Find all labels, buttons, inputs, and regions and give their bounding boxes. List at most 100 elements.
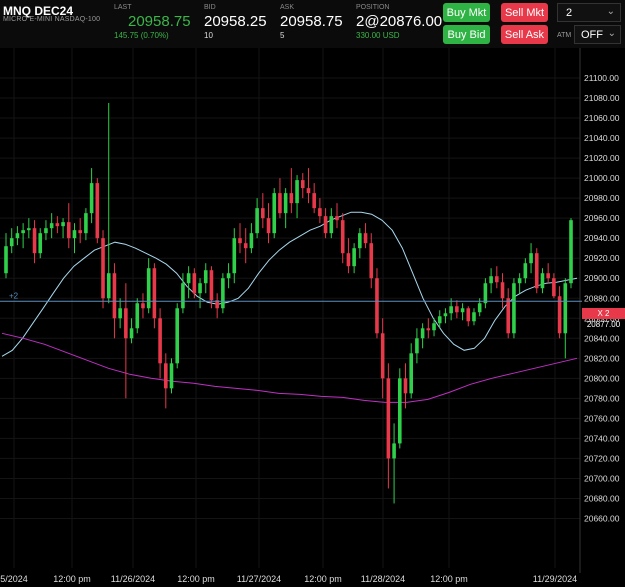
candle-body bbox=[215, 300, 219, 309]
y-tick-label: 21100.00 bbox=[584, 73, 619, 83]
candle-body bbox=[61, 222, 65, 227]
candle-body bbox=[95, 183, 100, 239]
y-tick-label: 20780.00 bbox=[584, 393, 620, 403]
candle-body bbox=[517, 278, 522, 284]
candle-body bbox=[563, 283, 568, 334]
candle-body bbox=[312, 193, 316, 209]
sell-market-button[interactable]: Sell Mkt bbox=[501, 3, 548, 22]
ask-label: ASK bbox=[280, 4, 295, 11]
candle-body bbox=[318, 208, 322, 217]
slow-moving-average-line bbox=[1, 332, 578, 403]
candle-body bbox=[369, 243, 374, 279]
candle-body bbox=[300, 180, 305, 189]
position-price-label[interactable]: X 2 20877.00 bbox=[582, 308, 625, 329]
candle-body bbox=[112, 273, 117, 319]
candle-body bbox=[27, 228, 31, 231]
candle-body bbox=[335, 216, 339, 221]
candle-body bbox=[38, 233, 43, 254]
candle-body bbox=[289, 193, 294, 204]
y-tick-label: 20960.00 bbox=[584, 213, 620, 223]
chevron-down-icon: ⌄ bbox=[606, 6, 615, 17]
candle-body bbox=[392, 443, 396, 459]
position-value: 2@20876.00 bbox=[356, 13, 443, 30]
position-label: POSITION bbox=[356, 4, 390, 11]
candle-body bbox=[340, 220, 345, 254]
candle-body bbox=[106, 273, 111, 299]
x-tick-label: 12:00 pm bbox=[430, 574, 468, 584]
candle-body bbox=[403, 378, 408, 394]
candle-body bbox=[4, 246, 8, 274]
atm-select[interactable]: OFF ⌄ bbox=[574, 25, 621, 44]
candle-body bbox=[203, 270, 208, 284]
candle-body bbox=[552, 278, 556, 297]
candle-body bbox=[534, 253, 539, 289]
candle-body bbox=[506, 298, 511, 334]
buy-market-button[interactable]: Buy Mkt bbox=[443, 3, 490, 22]
y-tick-label: 20900.00 bbox=[584, 273, 620, 283]
candle-body bbox=[346, 253, 351, 267]
y-tick-label: 20800.00 bbox=[584, 373, 620, 383]
symbol-description: MICRO E-MINI NASDAQ-100 bbox=[3, 16, 101, 23]
y-tick-label: 20740.00 bbox=[584, 433, 620, 443]
last-label: LAST bbox=[114, 4, 132, 11]
candle-body bbox=[232, 238, 237, 274]
candle-body bbox=[21, 230, 25, 234]
candle-body bbox=[15, 233, 20, 239]
candle-body bbox=[169, 363, 174, 389]
candle-body bbox=[500, 282, 505, 299]
candle-body bbox=[323, 216, 328, 234]
ask-price: 20958.75 bbox=[280, 13, 343, 30]
candle-body bbox=[44, 228, 48, 234]
candle-body bbox=[101, 238, 105, 299]
candle-body bbox=[358, 233, 362, 249]
atm-label: ATM bbox=[557, 32, 572, 39]
position-size-marker: +2 bbox=[9, 291, 19, 300]
y-tick-label: 20660.00 bbox=[584, 514, 620, 524]
candle-body bbox=[163, 363, 168, 389]
x-tick-label: 12:00 pm bbox=[177, 574, 215, 584]
candle-body bbox=[226, 273, 231, 279]
candle-body bbox=[437, 316, 442, 324]
candle-body bbox=[483, 283, 488, 304]
candle-body bbox=[397, 378, 402, 444]
candle-body bbox=[192, 273, 197, 294]
y-tick-label: 20680.00 bbox=[584, 493, 620, 503]
candle-body bbox=[363, 233, 368, 244]
buy-bid-button[interactable]: Buy Bid bbox=[443, 25, 490, 44]
y-tick-label: 20700.00 bbox=[584, 473, 620, 483]
y-tick-label: 21040.00 bbox=[584, 133, 620, 143]
candle-body bbox=[426, 328, 431, 331]
candle-body bbox=[32, 228, 37, 254]
candle-body bbox=[329, 216, 334, 234]
y-tick-label: 20980.00 bbox=[584, 193, 620, 203]
candle-body bbox=[198, 283, 202, 294]
candle-body bbox=[261, 208, 265, 219]
quantity-select[interactable]: 2 ⌄ bbox=[557, 3, 621, 22]
candle-body bbox=[9, 238, 14, 247]
candle-body bbox=[432, 323, 436, 331]
quantity-value: 2 bbox=[566, 7, 573, 19]
bid-label: BID bbox=[204, 4, 216, 11]
candle-body bbox=[512, 283, 516, 334]
candle-body bbox=[489, 276, 493, 284]
candle-body bbox=[175, 308, 180, 364]
candle-body bbox=[557, 296, 562, 334]
x-tick-label: 12:00 pm bbox=[304, 574, 342, 584]
bid-price: 20958.25 bbox=[204, 13, 267, 30]
candle-body bbox=[380, 333, 385, 379]
x-tick-label: 11/27/2024 bbox=[237, 574, 281, 584]
price-chart[interactable]: 21100.00 21080.00 21060.00 21040.00 21020.00… bbox=[0, 48, 625, 587]
candle-body bbox=[540, 273, 545, 289]
candle-body bbox=[455, 306, 459, 313]
candle-body bbox=[466, 308, 471, 322]
candle-body bbox=[84, 213, 88, 234]
fast-moving-average-line bbox=[1, 211, 578, 357]
candle-body bbox=[569, 220, 573, 284]
sell-ask-button[interactable]: Sell Ask bbox=[501, 25, 548, 44]
candle-body bbox=[477, 303, 482, 313]
y-tick-label: 20720.00 bbox=[584, 453, 620, 463]
candle-body bbox=[472, 312, 476, 322]
candle-body bbox=[243, 243, 248, 249]
candle-body bbox=[124, 308, 128, 339]
candle-body bbox=[306, 188, 311, 194]
